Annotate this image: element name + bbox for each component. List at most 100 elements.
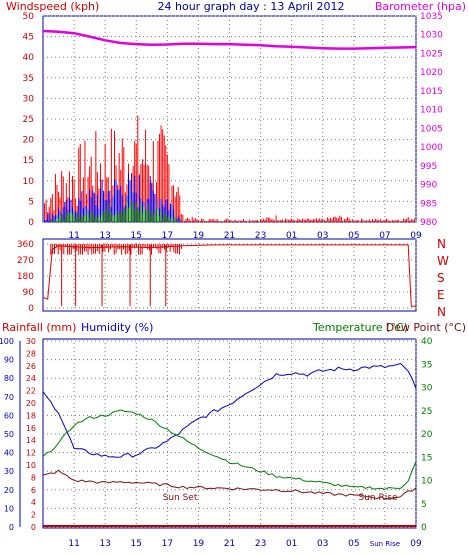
wind-x-tick-label: 17 (162, 231, 173, 241)
temperature-tick-label: 20 (421, 430, 433, 440)
temp-x-tick-label: 21 (224, 539, 235, 549)
windspeed-tick-label: 5 (28, 197, 34, 207)
windspeed-tick-label: 20 (23, 136, 35, 146)
temp-x-tick-label: 15 (131, 539, 142, 549)
wind-x-tick-label: 11 (68, 231, 79, 241)
chart-title: 24 hour graph day : 13 April 2012 (158, 0, 345, 13)
direction-tick-label: 90 (23, 288, 35, 298)
humidity-tick-label: 80 (4, 374, 14, 383)
humidity-tick-label: 40 (4, 449, 14, 458)
temperature-tick-label: 30 (421, 384, 433, 394)
windspeed-tick-label: 15 (23, 156, 34, 166)
compass-tick-label: W (437, 254, 449, 268)
windspeed-axis-label: Windspeed (kph) (6, 0, 99, 13)
wind-x-tick-label: 01 (286, 231, 297, 241)
wind-x-tick-label: 03 (317, 231, 328, 241)
wind-x-tick-label: 13 (99, 231, 110, 241)
dewpoint-axis-label: Dew Point (°C) (386, 321, 466, 334)
temp-x-tick-label: 19 (193, 539, 205, 549)
barometer-tick-label: 1015 (420, 87, 443, 97)
dewpoint-line (42, 469, 417, 500)
temp-panel-plot (42, 362, 417, 527)
barometer-tick-label: 980 (420, 218, 437, 228)
barometer-tick-label: 1030 (420, 31, 443, 41)
temp-x-tick-label: 03 (317, 539, 328, 549)
humidity-tick-label: 90 (4, 356, 14, 365)
temp-x-tick-label: 23 (255, 539, 266, 549)
direction-panel-grid (43, 239, 417, 311)
barometer-tick-label: 1020 (420, 68, 443, 78)
barometer-tick-label: 1025 (420, 49, 443, 59)
rainfall-tick-label: 0 (31, 523, 36, 532)
rainfall-tick-label: 24 (26, 374, 36, 383)
windspeed-tick-label: 25 (23, 115, 34, 125)
temperature-tick-label: 5 (421, 500, 427, 510)
barometer-tick-label: 1000 (420, 143, 443, 153)
humidity-tick-label: 50 (4, 430, 14, 439)
barometer-tick-label: 1010 (420, 106, 443, 116)
barometer-tick-label: 995 (420, 162, 437, 172)
wind-x-tick-label: 21 (224, 231, 235, 241)
barometer-line (42, 29, 417, 50)
barometer-tick-label: 985 (420, 199, 437, 209)
temperature-tick-label: 0 (421, 523, 427, 533)
compass-tick-label: N (437, 237, 446, 251)
direction-tick-label: 180 (17, 272, 34, 282)
temp-x-tick-label: 13 (99, 539, 110, 549)
wind-x-tick-label: 15 (131, 231, 142, 241)
wind-x-tick-label: 23 (255, 231, 266, 241)
rainfall-tick-label: 6 (31, 486, 36, 495)
wind-direction-line (42, 244, 416, 307)
wind-x-tick-label: 07 (379, 231, 390, 241)
windspeed-tick-label: 0 (28, 218, 34, 228)
temp-x-tick-label: 11 (68, 539, 79, 549)
temp-x-tick-label: 01 (286, 539, 297, 549)
windspeed-tick-label: 10 (23, 177, 35, 187)
rainfall-axis-label: Rainfall (mm) (2, 321, 76, 334)
temp-panel-axes: 11 13 15 17 19 21 23 01 03 05 Sun Rise 090102030405… (0, 337, 433, 549)
humidity-line (42, 362, 417, 458)
wind-panel-plot (42, 29, 417, 222)
rainfall-tick-label: 10 (26, 461, 36, 470)
rainfall-tick-label: 26 (26, 362, 36, 371)
sun-set-label: Sun Set (163, 493, 198, 503)
wind-x-tick-label: 19 (193, 231, 205, 241)
temp-x-tick-label: 05 (348, 539, 359, 549)
temp-x-tick-label: 17 (162, 539, 173, 549)
wind-x-tick-label: 09 (410, 231, 422, 241)
wind-x-tick-label: 05 (348, 231, 359, 241)
barometer-tick-label: 990 (420, 181, 437, 191)
temperature-axis-label: Temperature (°C) (312, 321, 408, 334)
rainfall-tick-label: 2 (31, 511, 36, 520)
humidity-tick-label: 0 (9, 523, 14, 532)
temperature-line (42, 409, 417, 490)
temperature-tick-label: 10 (421, 477, 433, 487)
wind-panel-axes: 11 13 15 17 19 21 23 01 03 05 07 090510152025303540… (23, 12, 444, 241)
rainfall-tick-label: 30 (26, 337, 36, 346)
rainfall-tick-label: 16 (26, 424, 36, 433)
compass-tick-label: E (437, 288, 445, 302)
direction-tick-label: 360 (17, 240, 34, 250)
temp-x-tick-label: 09 (410, 539, 422, 549)
barometer-tick-label: 1005 (420, 124, 443, 134)
direction-panel-plot (42, 244, 416, 307)
direction-tick-label: 0 (28, 304, 34, 314)
humidity-axis-label: Humidity (%) (81, 321, 153, 334)
rainfall-tick-label: 28 (26, 349, 36, 358)
rainfall-tick-label: 18 (26, 411, 36, 420)
temperature-tick-label: 25 (421, 407, 432, 417)
rainfall-tick-label: 14 (26, 436, 36, 445)
barometer-tick-label: 1035 (420, 12, 443, 22)
humidity-tick-label: 70 (4, 393, 14, 402)
sun-rise-label: Sun Rise (359, 493, 398, 503)
windspeed-tick-label: 35 (23, 74, 34, 84)
rainfall-tick-label: 20 (26, 399, 36, 408)
windspeed-tick-label: 40 (23, 53, 35, 63)
compass-tick-label: N (437, 305, 446, 319)
windspeed-tick-label: 30 (23, 94, 35, 104)
humidity-tick-label: 60 (4, 411, 14, 420)
rainfall-tick-label: 22 (26, 387, 36, 396)
temperature-tick-label: 15 (421, 453, 432, 463)
